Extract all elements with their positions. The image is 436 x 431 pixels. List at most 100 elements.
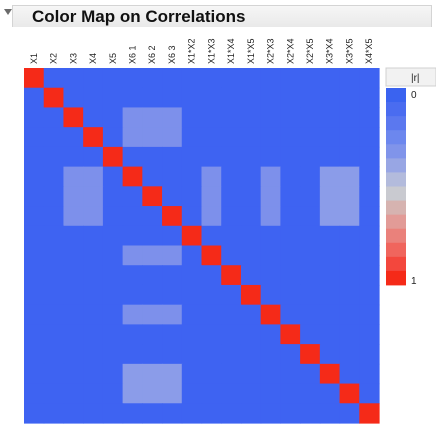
- matrix-cell: [181, 225, 203, 247]
- matrix-cell: [201, 146, 222, 168]
- column-label: X3*X5: [344, 38, 354, 64]
- matrix-cell: [300, 245, 321, 266]
- matrix-cell: [201, 284, 222, 306]
- matrix-cell: [43, 363, 65, 385]
- column-label: X1*X2: [187, 38, 197, 64]
- matrix-cell: [43, 127, 65, 148]
- matrix-cell: [43, 107, 65, 128]
- matrix-cell: [102, 87, 124, 109]
- matrix-cell: [221, 304, 242, 325]
- matrix-cell: [240, 68, 262, 89]
- matrix-cell: [300, 284, 321, 306]
- matrix-cell: [162, 107, 183, 128]
- column-label: X2: [49, 53, 59, 64]
- matrix-cell: [122, 225, 143, 247]
- matrix-cell: [201, 304, 222, 325]
- matrix-cell: [43, 245, 65, 266]
- matrix-cell: [339, 87, 360, 109]
- matrix-cell: [260, 127, 281, 148]
- matrix-cell: [43, 383, 65, 404]
- matrix-cell: [240, 107, 262, 128]
- matrix-cell: [181, 127, 203, 148]
- disclosure-triangle-icon[interactable]: [4, 9, 12, 15]
- matrix-cell: [359, 166, 380, 187]
- matrix-cell: [83, 344, 104, 365]
- matrix-cell: [43, 206, 65, 227]
- matrix-cell: [339, 265, 360, 286]
- matrix-cell: [162, 186, 183, 207]
- matrix-cell: [339, 166, 360, 187]
- matrix-cell: [162, 383, 183, 404]
- matrix-cell: [162, 284, 183, 306]
- legend-swatch: [386, 130, 406, 145]
- legend-swatch: [386, 172, 406, 187]
- matrix-cell: [260, 107, 281, 128]
- column-label: X4*X5: [364, 38, 374, 64]
- matrix-cell: [43, 265, 65, 286]
- matrix-cell: [24, 284, 45, 306]
- matrix-cell: [181, 284, 203, 306]
- matrix-cell: [142, 186, 163, 207]
- matrix-cell: [162, 403, 183, 424]
- column-label: X3*X4: [325, 38, 335, 64]
- legend-header-label: |r|: [411, 73, 420, 84]
- matrix-cell: [300, 166, 321, 187]
- matrix-cell: [181, 324, 203, 345]
- matrix-cell: [280, 87, 301, 109]
- matrix-cell: [319, 403, 341, 424]
- matrix-cell: [221, 344, 242, 365]
- matrix-cell: [319, 383, 341, 404]
- matrix-cell: [280, 186, 301, 207]
- matrix-cell: [260, 146, 281, 168]
- matrix-cell: [221, 225, 242, 247]
- matrix-cell: [43, 324, 65, 345]
- matrix-cell: [83, 363, 104, 385]
- matrix-cell: [63, 284, 84, 306]
- matrix-cell: [162, 127, 183, 148]
- matrix-cell: [162, 146, 183, 168]
- legend-swatch: [386, 270, 406, 286]
- matrix-cell: [122, 304, 143, 325]
- matrix-cell: [24, 166, 45, 187]
- matrix-cell: [24, 127, 45, 148]
- matrix-cell: [142, 166, 163, 187]
- matrix-cell: [43, 304, 65, 325]
- legend-swatch: [386, 144, 406, 159]
- matrix-cell: [102, 146, 124, 168]
- matrix-cell: [83, 245, 104, 266]
- matrix-cell: [83, 186, 104, 207]
- matrix-cell: [142, 127, 163, 148]
- matrix-cell: [339, 284, 360, 306]
- column-label: X4: [88, 53, 98, 64]
- matrix-cell: [122, 265, 143, 286]
- matrix-cell: [359, 87, 380, 109]
- matrix-cell: [260, 265, 281, 286]
- matrix-cell: [221, 146, 242, 168]
- matrix-cell: [24, 146, 45, 168]
- matrix-cell: [280, 206, 301, 227]
- matrix-cell: [181, 403, 203, 424]
- matrix-cell: [319, 68, 341, 89]
- matrix-cell: [63, 324, 84, 345]
- matrix-cell: [181, 265, 203, 286]
- matrix-cell: [339, 68, 360, 89]
- matrix-cell: [280, 127, 301, 148]
- column-label: X6 2: [147, 45, 157, 64]
- matrix-cell: [43, 403, 65, 424]
- matrix-cell: [300, 403, 321, 424]
- matrix-cell: [280, 146, 301, 168]
- matrix-cell: [319, 265, 341, 286]
- matrix-cell: [359, 107, 380, 128]
- matrix-cell: [300, 265, 321, 286]
- matrix-cell: [319, 186, 341, 207]
- matrix-cell: [122, 363, 143, 385]
- legend-swatch: [386, 158, 406, 173]
- matrix-cell: [300, 324, 321, 345]
- matrix-cell: [319, 304, 341, 325]
- matrix-cell: [339, 146, 360, 168]
- matrix-cell: [43, 225, 65, 247]
- matrix-cell: [201, 403, 222, 424]
- matrix-cell: [122, 245, 143, 266]
- matrix-cell: [122, 206, 143, 227]
- matrix-cell: [260, 344, 281, 365]
